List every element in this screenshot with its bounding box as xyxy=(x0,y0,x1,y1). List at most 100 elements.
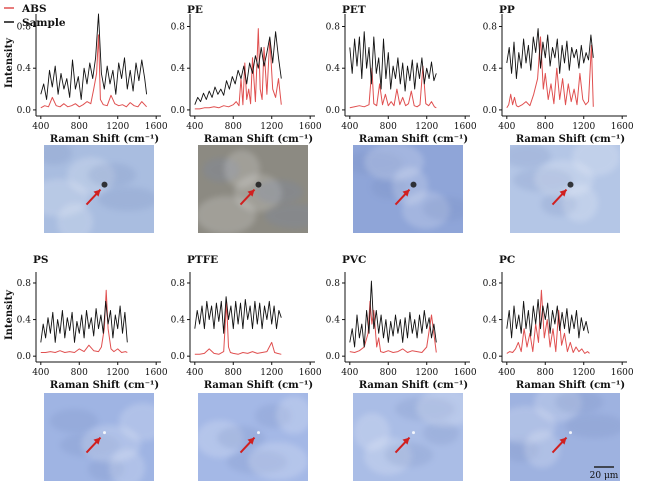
x-tick-label: 1600 xyxy=(454,368,477,378)
y-axis-label: Intensity xyxy=(4,37,15,88)
spectrum-panel-0: 0.0 0.4 0.8 400 800 1200 1600 Raman Shift (cm⁻¹… xyxy=(4,13,168,145)
texture-blob xyxy=(416,393,463,427)
y-tick-label: 0.8 xyxy=(171,23,186,33)
y-axis-label: Intensity xyxy=(4,289,15,340)
panel-title: PC xyxy=(499,254,515,266)
sample-spectrum-line xyxy=(506,298,589,339)
y-tick-label: 0.0 xyxy=(326,352,341,362)
texture-blob xyxy=(423,421,459,445)
texture-blob xyxy=(44,145,72,165)
texture-blob xyxy=(265,204,308,228)
x-axis-label: Raman Shift (cm⁻¹) xyxy=(359,380,468,391)
y-tick-label: 0.8 xyxy=(483,279,498,289)
x-axis-label: Raman Shift (cm⁻¹) xyxy=(50,380,159,391)
x-tick-label: 400 xyxy=(498,122,515,132)
reference-spectrum-line xyxy=(40,34,147,109)
x-tick-label: 400 xyxy=(341,122,358,132)
spectrum-panel-6: 0.0 0.4 0.8 400 800 1200 1600 Raman Shift (cm⁻¹… xyxy=(326,254,477,391)
y-tick-label: 0.4 xyxy=(326,64,341,74)
micrograph-3 xyxy=(510,145,620,233)
x-tick-label: 400 xyxy=(341,368,358,378)
texture-blob xyxy=(364,145,424,181)
y-tick-label: 0.0 xyxy=(483,106,498,116)
panel-title: PS xyxy=(33,254,48,266)
x-tick-label: 1200 xyxy=(260,368,283,378)
reference-spectrum-line xyxy=(194,300,282,355)
spectrum-panel-1: 0.0 0.4 0.8 400 800 1200 1600 Raman Shift (cm⁻¹… xyxy=(171,4,322,145)
y-tick-label: 0.0 xyxy=(17,106,32,116)
arrow-head xyxy=(93,189,101,197)
y-tick-label: 0.0 xyxy=(171,106,186,116)
x-tick-label: 800 xyxy=(71,122,88,132)
texture-blob xyxy=(255,180,303,204)
sample-spectrum-line xyxy=(40,13,148,100)
sample-spectrum-line xyxy=(194,31,282,105)
texture-blob xyxy=(555,393,603,414)
x-tick-label: 1600 xyxy=(611,122,634,132)
spectrum-panel-3: 0.0 0.4 0.8 400 800 1200 1600 Raman Shift (cm⁻¹… xyxy=(483,4,634,145)
y-tick-label: 0.4 xyxy=(17,316,32,326)
panel-title: PVC xyxy=(342,254,366,266)
texture-blob xyxy=(224,150,260,188)
texture-blob xyxy=(81,425,141,463)
arrow-head xyxy=(93,437,101,445)
y-tick-label: 0.4 xyxy=(171,64,186,74)
arrow-head xyxy=(247,189,255,197)
panel-title: PP xyxy=(499,4,515,16)
x-tick-label: 800 xyxy=(537,122,554,132)
micrograph-0 xyxy=(44,145,154,233)
sample-spectrum-line xyxy=(349,31,437,92)
particle-marker xyxy=(103,431,106,435)
x-tick-label: 800 xyxy=(71,368,88,378)
legend: ABS Sample xyxy=(4,3,66,29)
x-tick-label: 800 xyxy=(225,122,242,132)
y-tick-label: 0.0 xyxy=(483,352,498,362)
y-tick-label: 0.4 xyxy=(17,64,32,74)
reference-spectrum-line xyxy=(506,36,594,109)
micrograph-2 xyxy=(353,145,463,233)
y-tick-label: 0.0 xyxy=(17,352,32,362)
y-tick-label: 0.8 xyxy=(326,279,341,289)
x-tick-label: 800 xyxy=(380,122,397,132)
reference-spectrum-line xyxy=(194,28,282,110)
particle-marker xyxy=(412,431,415,435)
legend-label: Sample xyxy=(22,17,66,29)
y-tick-label: 0.4 xyxy=(483,64,498,74)
y-tick-label: 0.8 xyxy=(483,23,498,33)
x-tick-label: 400 xyxy=(32,122,49,132)
particle-marker xyxy=(569,431,572,435)
y-tick-label: 0.0 xyxy=(326,106,341,116)
texture-blob xyxy=(198,196,256,233)
y-tick-label: 0.4 xyxy=(483,316,498,326)
x-tick-label: 800 xyxy=(380,368,397,378)
x-tick-label: 800 xyxy=(537,368,554,378)
y-tick-label: 0.8 xyxy=(326,23,341,33)
x-tick-label: 1600 xyxy=(145,122,168,132)
x-axis-label: Raman Shift (cm⁻¹) xyxy=(204,380,313,391)
x-axis-label: Raman Shift (cm⁻¹) xyxy=(516,380,625,391)
reference-spectrum-line xyxy=(506,289,590,354)
texture-blob xyxy=(510,406,556,444)
spectrum-panel-7: 0.0 0.4 0.8 400 800 1200 1600 Raman Shift (cm⁻¹… xyxy=(483,254,634,391)
y-tick-label: 0.4 xyxy=(326,316,341,326)
particle-marker xyxy=(567,181,574,188)
y-tick-label: 0.4 xyxy=(171,316,186,326)
texture-blob xyxy=(510,145,551,168)
sample-spectrum-line xyxy=(349,280,437,348)
x-axis-label: Raman Shift (cm⁻¹) xyxy=(359,134,468,145)
x-tick-label: 1600 xyxy=(299,368,322,378)
spectrum-panel-5: 0.0 0.4 0.8 400 800 1200 1600 Raman Shift (cm⁻¹… xyxy=(171,254,322,391)
x-tick-label: 1200 xyxy=(415,368,438,378)
x-axis-label: Raman Shift (cm⁻¹) xyxy=(50,134,159,145)
texture-blob xyxy=(354,413,390,451)
texture-blob xyxy=(98,187,154,211)
x-tick-label: 1200 xyxy=(106,122,129,132)
texture-blob xyxy=(276,396,308,434)
panel-title: PE xyxy=(187,4,203,16)
arrow-head xyxy=(402,189,410,197)
arrow-head xyxy=(402,437,410,445)
micrograph-5 xyxy=(198,393,308,481)
x-tick-label: 400 xyxy=(186,368,203,378)
